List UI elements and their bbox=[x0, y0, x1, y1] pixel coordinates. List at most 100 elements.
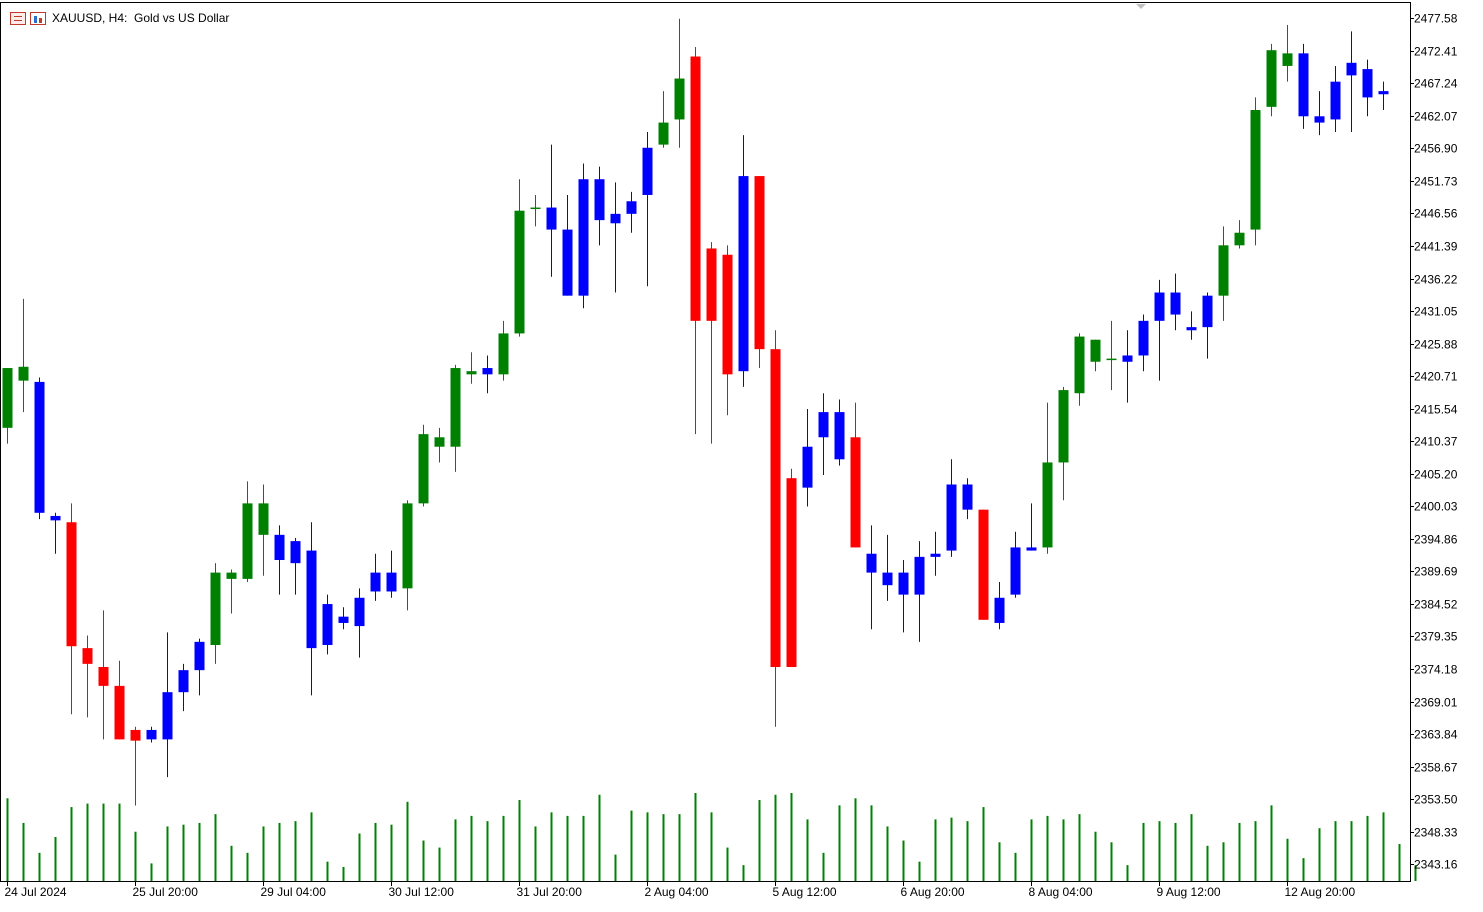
candle bbox=[738, 135, 749, 387]
candle-body bbox=[1154, 292, 1165, 321]
candle bbox=[946, 459, 957, 557]
candle bbox=[530, 194, 541, 227]
candle-body bbox=[898, 572, 909, 595]
candle-body bbox=[354, 597, 365, 627]
candle-body bbox=[1266, 50, 1277, 107]
time-tick-label: 6 Aug 20:00 bbox=[901, 885, 965, 899]
candle-body bbox=[706, 248, 717, 321]
candle-body bbox=[546, 207, 557, 230]
price-tick-label: 2400.03 bbox=[1414, 500, 1458, 514]
price-tick-label: 2353.50 bbox=[1414, 793, 1458, 807]
candle bbox=[418, 424, 429, 507]
time-tick-label: 30 Jul 12:00 bbox=[389, 885, 455, 899]
candle-body bbox=[306, 550, 317, 649]
candle bbox=[1138, 314, 1149, 372]
time-tick-label: 5 Aug 12:00 bbox=[773, 885, 837, 899]
candle-body bbox=[1362, 69, 1373, 98]
candle bbox=[498, 320, 509, 381]
candle bbox=[1362, 59, 1373, 117]
candle-body bbox=[1250, 109, 1261, 230]
candle-body bbox=[818, 412, 829, 438]
candle-body bbox=[178, 670, 189, 693]
candle-body bbox=[674, 78, 685, 120]
candle-body bbox=[738, 176, 749, 372]
candle bbox=[386, 550, 397, 598]
candle bbox=[850, 402, 861, 548]
candle-body bbox=[802, 446, 813, 488]
candle bbox=[866, 525, 877, 630]
candle bbox=[1218, 226, 1229, 321]
candle bbox=[658, 91, 669, 148]
candle-body bbox=[530, 207, 541, 210]
candle bbox=[354, 588, 365, 658]
candle-body bbox=[466, 371, 477, 375]
candle bbox=[562, 194, 573, 296]
price-tick-label: 2379.35 bbox=[1414, 630, 1458, 644]
candle-body bbox=[882, 572, 893, 586]
candle bbox=[18, 298, 29, 413]
chart-shift-marker[interactable] bbox=[1136, 4, 1146, 9]
candle-body bbox=[626, 201, 637, 214]
candle bbox=[130, 726, 141, 806]
candle bbox=[1314, 91, 1325, 136]
candle bbox=[786, 468, 797, 668]
one-click-trading-icon[interactable] bbox=[10, 11, 26, 25]
chart-type-icon[interactable] bbox=[30, 11, 46, 25]
candle bbox=[370, 553, 381, 601]
candle-body bbox=[418, 434, 429, 504]
candle-body bbox=[194, 641, 205, 671]
candle-body bbox=[1058, 390, 1069, 463]
price-tick-label: 2420.71 bbox=[1414, 370, 1458, 384]
candle bbox=[578, 163, 589, 309]
candle-body bbox=[210, 572, 221, 645]
candle bbox=[914, 541, 925, 642]
price-tick-label: 2405.20 bbox=[1414, 468, 1458, 482]
time-tick-label: 29 Jul 04:00 bbox=[261, 885, 327, 899]
candle bbox=[1090, 339, 1101, 372]
candle bbox=[322, 594, 333, 655]
candle-body bbox=[946, 484, 957, 551]
price-tick-label: 2441.39 bbox=[1414, 240, 1458, 254]
candle bbox=[434, 427, 445, 463]
candle-body bbox=[450, 368, 461, 447]
candle-body bbox=[1218, 245, 1229, 296]
candle-body bbox=[242, 503, 253, 579]
price-tick-label: 2436.22 bbox=[1414, 273, 1458, 287]
candle-body bbox=[770, 349, 781, 668]
candle bbox=[754, 176, 765, 369]
candle bbox=[242, 481, 253, 583]
candle bbox=[1010, 531, 1021, 598]
candle-body bbox=[434, 437, 445, 447]
candle-body bbox=[130, 729, 141, 741]
candle bbox=[34, 377, 45, 520]
candle-body bbox=[722, 254, 733, 375]
candle bbox=[2, 368, 13, 444]
candle bbox=[834, 399, 845, 466]
candle-body bbox=[386, 572, 397, 592]
candle-body bbox=[50, 515, 61, 521]
price-tick-label: 2472.41 bbox=[1414, 45, 1458, 59]
candle-body bbox=[1234, 232, 1245, 246]
candle-body bbox=[994, 597, 1005, 623]
candle bbox=[146, 726, 157, 743]
candle-body bbox=[1090, 339, 1101, 362]
candle bbox=[1186, 311, 1197, 340]
volume-bars bbox=[6, 793, 1417, 881]
time-tick-label: 9 Aug 12:00 bbox=[1157, 885, 1221, 899]
candle bbox=[402, 500, 413, 611]
candle bbox=[1346, 31, 1357, 133]
time-tick-label: 24 Jul 2024 bbox=[5, 885, 67, 899]
candle-body bbox=[1010, 547, 1021, 595]
candle bbox=[1122, 330, 1133, 403]
candle bbox=[98, 610, 109, 740]
price-tick-label: 2363.84 bbox=[1414, 728, 1458, 742]
candle-body bbox=[98, 667, 109, 686]
price-tick-label: 2425.88 bbox=[1414, 338, 1458, 352]
price-tick-label: 2348.33 bbox=[1414, 826, 1458, 840]
time-tick-label: 2 Aug 04:00 bbox=[645, 885, 709, 899]
candle-body bbox=[642, 147, 653, 195]
price-tick-label: 2374.18 bbox=[1414, 663, 1458, 677]
candle bbox=[82, 635, 93, 718]
candle bbox=[930, 531, 941, 576]
